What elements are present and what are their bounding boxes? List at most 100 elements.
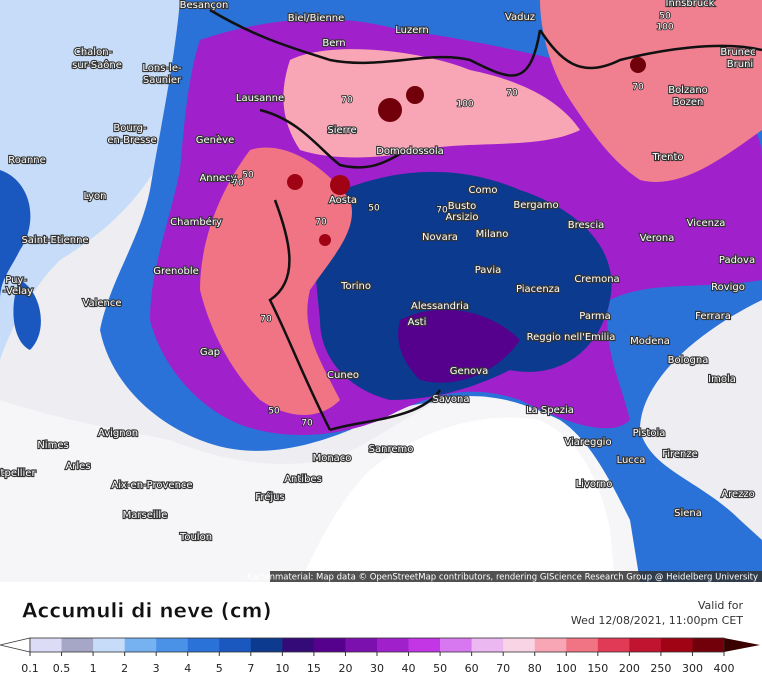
city-label: Nimes [37, 440, 68, 451]
city-label: Cremona [574, 274, 619, 285]
contour-label: 100 [656, 23, 673, 33]
city-label: Chalon- [74, 47, 113, 58]
colorbar-tick-label: 70 [496, 662, 510, 675]
colorbar-segment [503, 638, 536, 652]
city-label: Cuneo [327, 370, 359, 381]
city-label: Imola [708, 374, 736, 385]
colorbar-over [724, 638, 760, 652]
city-label: Viareggio [564, 437, 611, 448]
sea [300, 417, 615, 582]
colorbar-tick-label: 20 [338, 662, 352, 675]
colorbar-tick-label: 15 [307, 662, 321, 675]
colorbar-tick-label: 400 [714, 662, 735, 675]
city-label: Bologna [668, 355, 709, 366]
city-label: Gap [200, 347, 220, 358]
city-label: Alessandria [411, 301, 469, 312]
po-valley-core [398, 309, 520, 383]
city-label: Genova [450, 366, 488, 377]
city-label: Sanremo [369, 444, 414, 455]
colorbar-segment [534, 638, 567, 652]
city-label: Como [469, 185, 498, 196]
colorbar-segment [93, 638, 125, 652]
po-valley-area [314, 171, 612, 400]
city-label: Lucca [617, 455, 646, 466]
city-label: Firenze [662, 449, 698, 460]
contour-label: 70 [632, 83, 644, 93]
colorbar: 0.1 0.5 1 2 3 4 5 7 10 15 20 30 40 50 60 70 80 100 150 200 2… [0, 637, 760, 675]
colorbar-tick-label: 4 [184, 662, 191, 675]
contour-label: 50 [268, 407, 280, 417]
city-label: Siena [674, 508, 702, 519]
colorbar-tick-label: 2 [121, 662, 128, 675]
colorbar-segment [408, 638, 441, 652]
swiss-alps-area [283, 49, 580, 158]
city-label: Domodossola [376, 146, 444, 157]
colorbar-segment [124, 638, 157, 652]
city-label: Lons-le- [142, 63, 182, 74]
city-label: Valence [82, 298, 121, 309]
city-label: Pistoia [633, 428, 666, 439]
city-label: Biel/Bienne [288, 13, 345, 24]
city-label: Bolzano [668, 85, 708, 96]
colorbar-tick-label: 40 [402, 662, 416, 675]
city-label: Roanne [8, 155, 46, 166]
contour-label: 70 [260, 315, 272, 325]
city-label: Asti [408, 317, 427, 328]
colorbar-segment [345, 638, 378, 652]
city-label: Rovigo [711, 282, 745, 293]
city-label: Verona [640, 233, 675, 244]
colorbar-tick-label: 3 [153, 662, 160, 675]
city-label: Arsizio [445, 212, 478, 223]
snow-max [406, 86, 424, 104]
city-label: Luzern [395, 25, 428, 36]
city-label: Avignon [98, 428, 138, 439]
snow-max [378, 98, 402, 122]
city-label: Pavia [475, 265, 502, 276]
colorbar-segment [250, 638, 283, 652]
city-label: Bruni [727, 59, 753, 70]
western-alps-area [200, 147, 352, 415]
city-label: sur-Saône [72, 59, 122, 71]
city-label: Saint-Etienne [21, 235, 88, 246]
city-label: Aosta [329, 195, 357, 206]
attribution: Kartenmaterial: Map data © OpenStreetMap… [247, 573, 758, 583]
colorbar-segment [660, 638, 693, 652]
city-label: Antibes [284, 474, 322, 485]
city-label: Reggio nell'Emilia [527, 332, 616, 343]
snow-max [287, 174, 303, 190]
city-label: atpellier [0, 468, 36, 479]
legend-title: Accumuli di neve (cm) [22, 599, 272, 623]
city-label: Toulon [179, 532, 212, 543]
city-label: Monaco [313, 453, 352, 464]
colorbar-segment [377, 638, 409, 652]
contour-label: 70 [315, 218, 327, 228]
city-label: Piacenza [516, 284, 560, 295]
city-label: Savona [433, 394, 470, 405]
city-label: Arezzo [721, 489, 755, 500]
city-label: Sierre [327, 125, 356, 136]
city-label: Trento [651, 152, 683, 163]
city-label: Fréjus [255, 491, 284, 503]
city-label: Bourg- [113, 123, 147, 134]
city-label: Torino [340, 281, 371, 292]
city-label: Vicenza [687, 218, 726, 229]
colorbar-tick-label: 30 [370, 662, 384, 675]
colorbar-tick-label: 50 [433, 662, 447, 675]
city-label: Busto [448, 201, 476, 212]
city-label: Padova [719, 255, 755, 266]
city-label: Bern [322, 38, 345, 49]
legend: Accumuli di neve (cm) Valid for Wed 12/0… [0, 582, 762, 682]
colorbar-tick-label: 250 [650, 662, 671, 675]
contour-label: 100 [456, 100, 473, 110]
city-label: Annecy [199, 173, 236, 184]
colorbar-tick-label: 200 [619, 662, 640, 675]
colorbar-segment [629, 638, 662, 652]
city-label: Grenoble [153, 266, 199, 277]
colorbar-tick-label: 100 [556, 662, 577, 675]
colorbar-segment [313, 638, 346, 652]
colorbar-tick-label: 10 [275, 662, 289, 675]
contour-label: 50 [242, 171, 254, 181]
city-label: Bergamo [513, 200, 558, 211]
colorbar-segment [30, 638, 62, 652]
